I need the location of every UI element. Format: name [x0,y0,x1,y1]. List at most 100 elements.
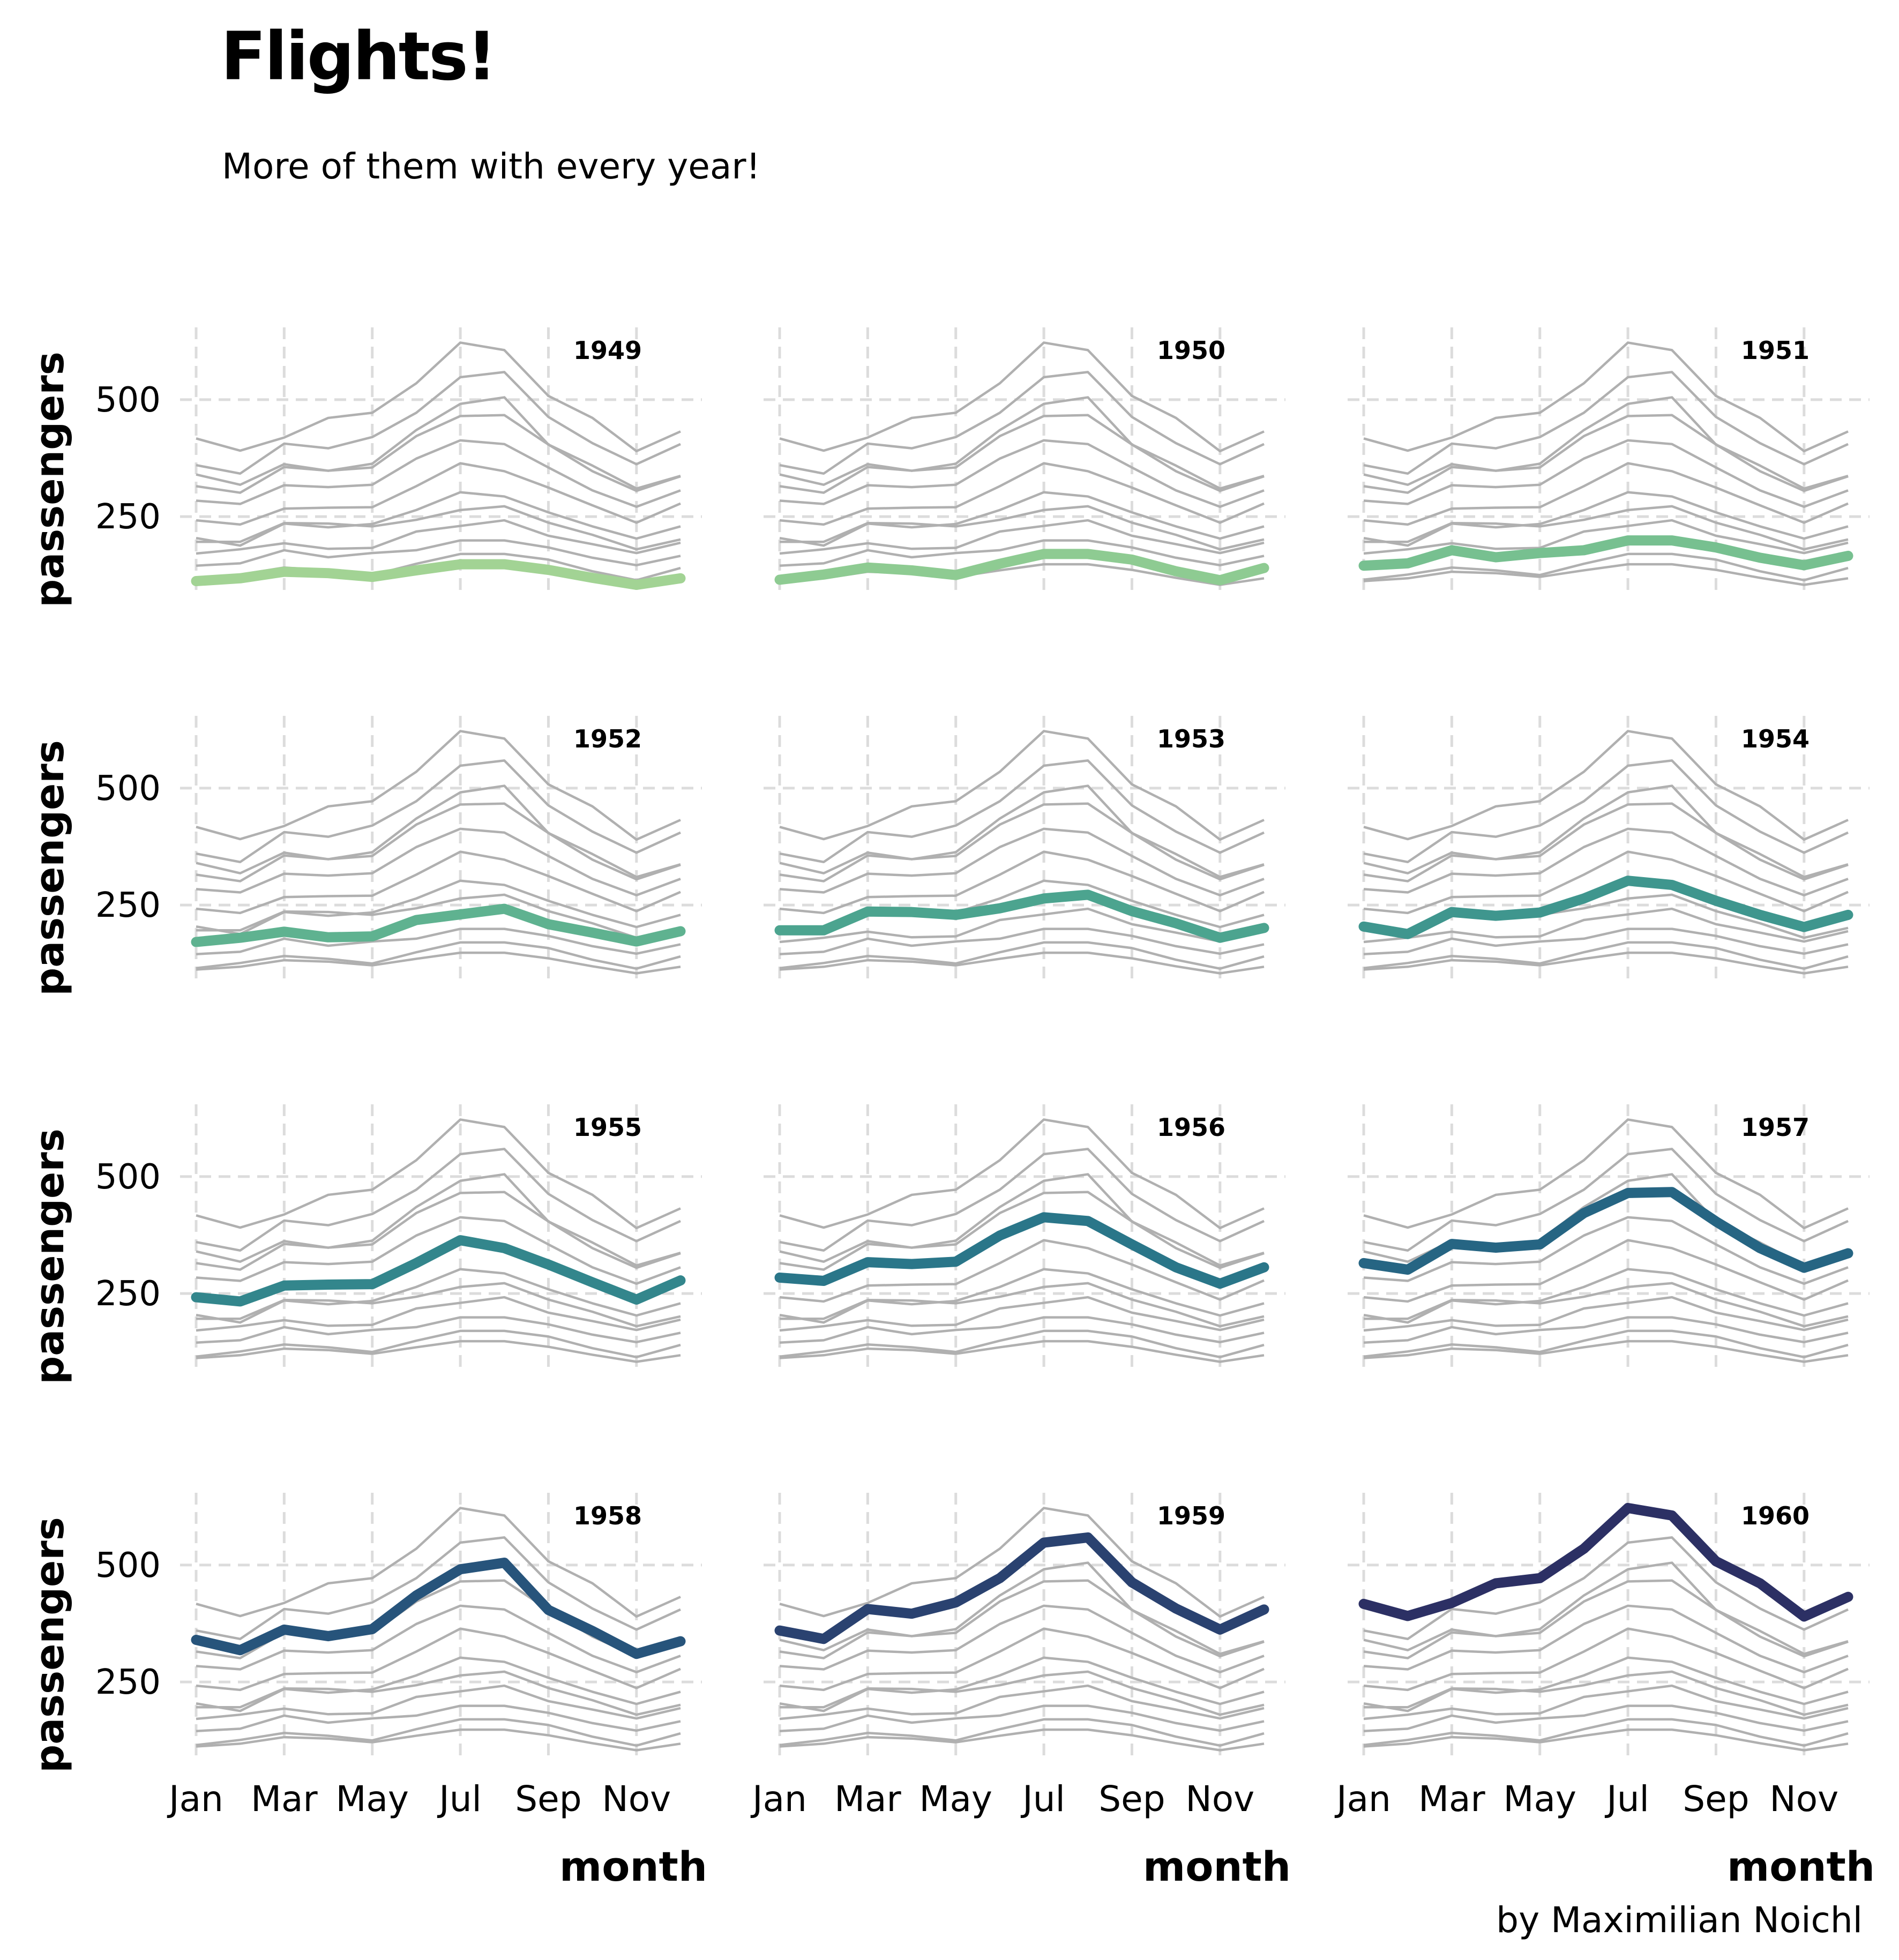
x-tick-label: Nov [602,1778,671,1820]
background-series-line-1951 [196,1704,681,1732]
background-series-line-1960 [779,730,1265,841]
panel-1950: 1950 [764,327,1285,592]
background-series-line-1949 [779,951,1265,975]
background-series-line-1951 [779,539,1265,567]
background-series-line-1949 [779,1728,1265,1752]
background-series-line-1954 [779,1656,1265,1712]
background-series-line-1957 [779,802,1265,882]
background-series-line-1959 [196,1148,681,1252]
background-series-line-1959 [196,371,681,475]
background-series-line-1960 [196,1118,681,1230]
background-series-line-1951 [779,927,1265,955]
panel-1955: 1955 250 500 passengers [27,1104,702,1385]
background-series-line-1957 [1363,1579,1849,1659]
background-series-line-1957 [1363,802,1849,882]
background-series-line-1955 [196,1627,681,1692]
background-series-line-1954 [196,491,681,547]
panel-1960: 1960 Jan Mar May Jul Sep Nov month [1334,1493,1875,1890]
panel-year-label: 1949 [573,336,642,365]
background-series-line-1954 [1363,1656,1849,1712]
chart-caption: by Maximilian Noichl [1496,1899,1863,1941]
background-series-line-1955 [1363,462,1849,526]
background-series-line-1958 [779,784,1265,878]
background-series-line-1956 [196,1604,681,1674]
background-series-line-1951 [1363,1704,1849,1732]
background-series-line-1955 [1363,1627,1849,1692]
background-series-line-1952 [779,1684,1265,1720]
background-series-line-1949 [196,951,681,975]
background-series-line-1959 [1363,1536,1849,1641]
background-series-line-1955 [1363,1239,1849,1303]
background-series-line-1957 [196,1191,681,1271]
background-series-line-1952 [196,519,681,555]
background-series-line-1958 [196,1173,681,1267]
panel-1952: 1952 250 500 passengers [27,716,702,996]
panel-year-label: 1959 [1157,1501,1225,1530]
background-series-line-1952 [1363,1296,1849,1332]
x-axis-title: month [559,1843,707,1890]
background-series-line-1950 [1363,1329,1849,1359]
background-series-line-1958 [196,396,681,490]
x-tick-label: Mar [1418,1778,1485,1820]
chart-subtitle: More of them with every year! [222,146,760,187]
chart-title: Flights! [221,18,497,95]
background-series-line-1954 [1363,491,1849,547]
background-series-line-1954 [196,1268,681,1324]
y-tick-label: 250 [95,886,161,925]
background-series-line-1950 [196,1718,681,1747]
background-series-line-1955 [779,462,1265,526]
background-series-line-1952 [196,1684,681,1720]
background-series-line-1958 [779,396,1265,490]
x-tick-label: May [919,1778,992,1820]
x-axis-title: month [1143,1843,1291,1890]
x-tick-label: Jan [167,1778,223,1820]
y-axis-title: passengers [27,351,73,608]
panel-1958: 1958 250 500 passengers Jan Mar May Jul Sep Nov mo… [27,1493,707,1890]
panel-year-label: 1951 [1741,336,1810,365]
background-series-line-1960 [1363,730,1849,841]
background-series-line-1952 [1363,519,1849,555]
highlighted-series-line-1953 [774,889,1269,943]
background-series-line-1952 [1363,1684,1849,1720]
y-tick-label: 250 [95,497,161,537]
panel-1949: 1949 250 500 passengers [27,327,702,608]
panel-year-label: 1952 [573,724,642,753]
background-series-line-1960 [779,1118,1265,1230]
background-series-line-1960 [196,730,681,841]
background-series-line-1960 [779,1507,1265,1618]
background-series-line-1959 [1363,371,1849,475]
background-series-line-1949 [196,1728,681,1752]
background-series-line-1951 [1363,927,1849,955]
background-series-line-1954 [779,1268,1265,1324]
highlighted-series-line-1955 [191,1235,686,1307]
background-series-line-1950 [1363,552,1849,582]
background-series-line-1954 [196,1656,681,1712]
background-series-line-1958 [779,1173,1265,1267]
panel-1957: 1957 [1348,1104,1870,1369]
background-series-line-1955 [1363,850,1849,915]
background-series-line-1952 [779,519,1265,555]
background-series-line-1949 [779,1340,1265,1363]
panel-year-label: 1957 [1741,1113,1810,1142]
background-series-line-1949 [1363,1728,1849,1752]
background-series-line-1952 [779,907,1265,944]
y-tick-label: 500 [95,1157,161,1197]
background-series-line-1954 [779,491,1265,547]
background-series-line-1958 [196,784,681,878]
background-series-line-1950 [779,941,1265,970]
panel-1956: 1956 [764,1104,1285,1369]
background-series-line-1956 [196,1216,681,1285]
x-tick-label: Nov [1185,1778,1254,1820]
background-series-line-1950 [1363,1718,1849,1747]
x-tick-label: Mar [834,1778,901,1820]
highlighted-series-line-1951 [1358,535,1853,571]
x-tick-label: Mar [251,1778,318,1820]
background-series-line-1956 [779,827,1265,897]
x-tick-label: Jul [1020,1778,1065,1820]
background-series-line-1960 [1363,341,1849,453]
x-tick-label: May [1504,1778,1576,1820]
background-series-line-1956 [1363,827,1849,897]
highlighted-series-line-1950 [774,549,1269,586]
x-tick-label: Sep [515,1778,581,1820]
background-series-line-1959 [779,759,1265,864]
